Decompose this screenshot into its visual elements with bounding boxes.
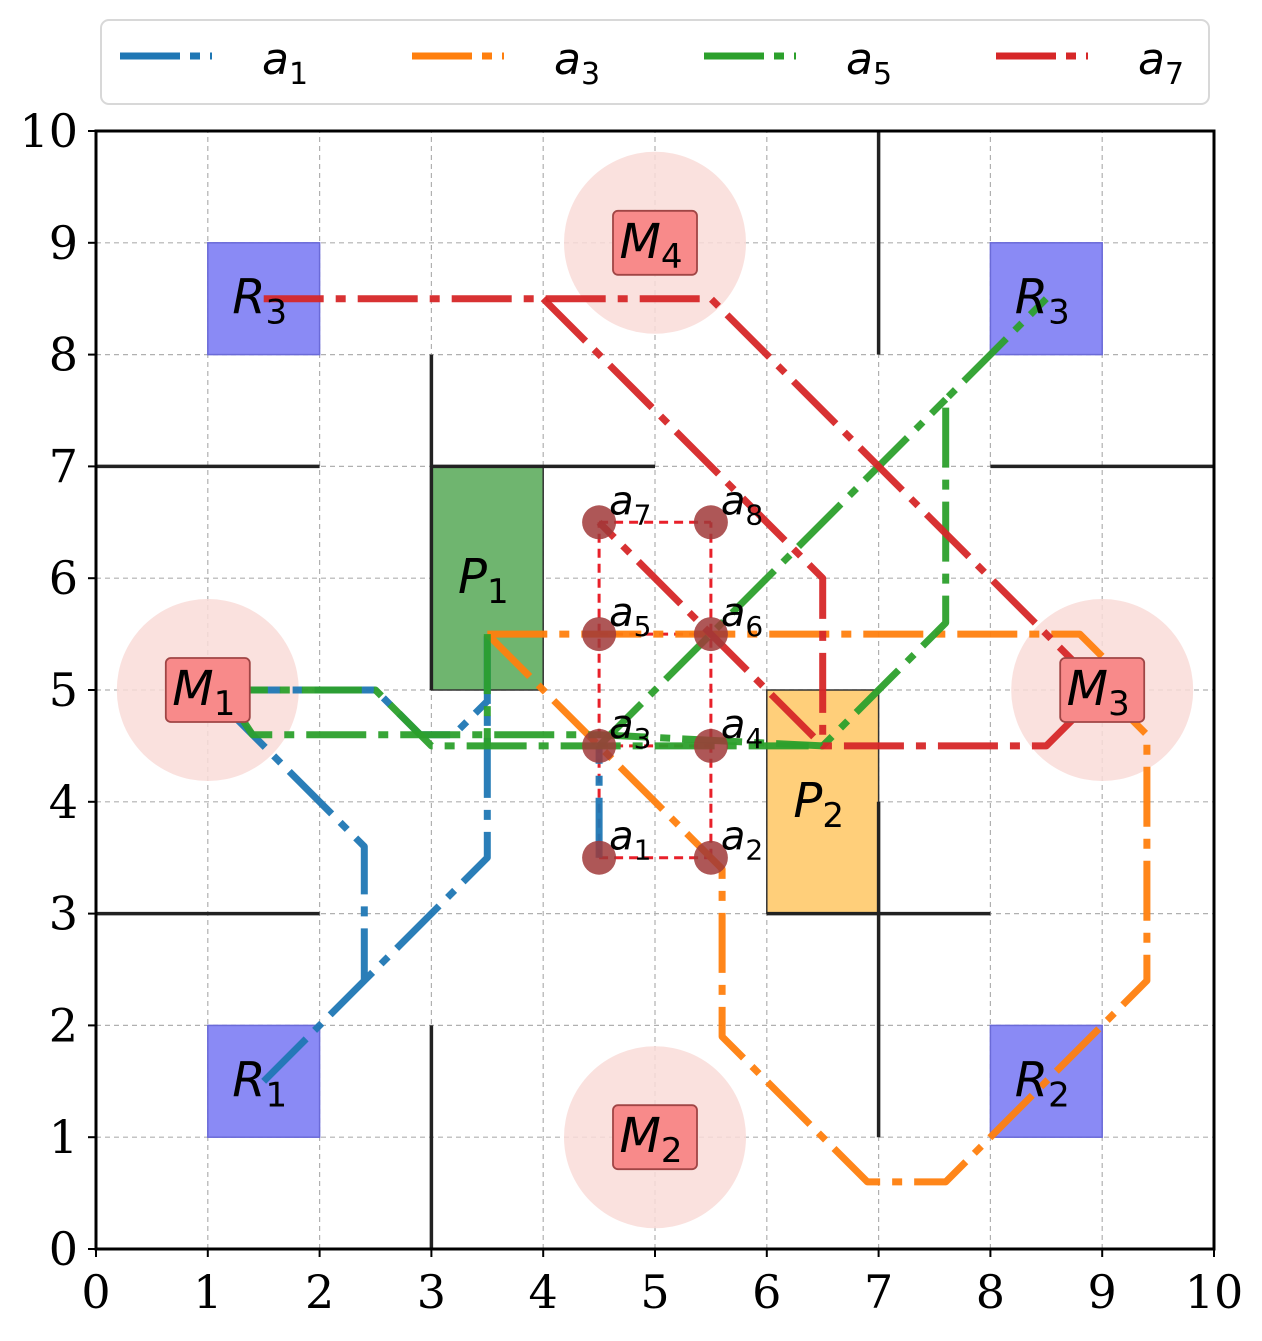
y-tick-label: 6 xyxy=(49,551,78,605)
y-tick-label: 4 xyxy=(49,775,78,829)
agent-path xyxy=(540,296,827,735)
agent-path xyxy=(207,686,823,750)
machine-label: M3 xyxy=(1067,661,1130,724)
y-tick-label: 5 xyxy=(49,663,78,717)
x-tick-label: 6 xyxy=(752,1265,781,1319)
plot-area: a1 a2 a3 a4 a5 a6 a7 a8 M1 M2 M3 M4 R1 R2 R3 R3 P1 P2 0 1 2… xyxy=(19,104,1243,1319)
station-label: P2 xyxy=(793,773,844,836)
x-tick-label: 2 xyxy=(305,1265,334,1319)
object-labels: a1 a2 a3 a4 a5 a6 a7 a8 M1 M2 M3 M4 R1 R2 R3 R3 P1 P2 xyxy=(164,209,1146,1171)
axis-ticks: 0 1 2 3 4 5 6 7 8 9 10 0 1 2 3 4 5 6 7 8 9 10 xyxy=(19,104,1243,1319)
legend-label: a3 xyxy=(554,34,600,92)
legend-box xyxy=(100,19,1210,105)
legend-label: a5 xyxy=(846,34,892,92)
x-tick-label: 7 xyxy=(864,1265,893,1319)
agent-marker xyxy=(582,505,617,540)
y-tick-label: 10 xyxy=(19,104,78,158)
x-tick-label: 5 xyxy=(640,1265,669,1319)
x-tick-label: 1 xyxy=(193,1265,222,1319)
agents xyxy=(582,505,728,875)
robot-label: R3 xyxy=(232,270,287,333)
x-tick-label: 0 xyxy=(81,1265,110,1319)
machine-label: M4 xyxy=(619,214,682,277)
legend-label: a1 xyxy=(262,34,308,92)
y-tick-label: 0 xyxy=(49,1222,78,1276)
legend-label: a7 xyxy=(1138,34,1184,92)
y-tick-label: 9 xyxy=(49,216,78,270)
agent-label: a3 xyxy=(609,702,651,755)
agent-label: a8 xyxy=(721,478,763,531)
x-tick-label: 3 xyxy=(417,1265,446,1319)
legend-entry: a1 xyxy=(120,34,308,92)
agent-marker xyxy=(693,505,728,540)
robot-label: R2 xyxy=(1015,1052,1070,1115)
agent-label: a6 xyxy=(721,590,763,643)
walls xyxy=(96,131,1214,1249)
machine-box xyxy=(612,209,698,276)
x-tick-label: 9 xyxy=(1088,1265,1117,1319)
machine-label: M1 xyxy=(172,661,235,724)
machine-box xyxy=(1059,657,1146,723)
agent-path xyxy=(596,396,949,749)
agent-marker xyxy=(582,840,617,875)
machine-label: M2 xyxy=(619,1108,682,1171)
agent-label: a4 xyxy=(721,702,763,755)
y-tick-label: 1 xyxy=(49,1110,78,1164)
y-tick-label: 3 xyxy=(49,887,78,941)
machine-box xyxy=(164,657,251,723)
agent-label: a2 xyxy=(721,814,763,867)
legend-entry: a3 xyxy=(412,34,600,92)
agent-marker xyxy=(582,728,617,763)
x-tick-label: 4 xyxy=(529,1265,558,1319)
robot-label: R3 xyxy=(1015,270,1070,333)
y-tick-label: 8 xyxy=(49,328,78,382)
agent-marker xyxy=(693,728,728,763)
agent-label: a5 xyxy=(609,590,651,643)
legend-entry: a5 xyxy=(704,34,892,92)
y-tick-label: 2 xyxy=(49,998,78,1052)
legend: a1 a3 a5 a7 xyxy=(100,19,1210,105)
x-tick-label: 10 xyxy=(1185,1265,1244,1319)
agent-label: a1 xyxy=(609,814,651,867)
robot-label: R1 xyxy=(232,1052,287,1115)
agent-path xyxy=(487,630,1105,659)
machine-box xyxy=(612,1104,698,1171)
station-label: P1 xyxy=(458,549,509,612)
x-tick-label: 8 xyxy=(976,1265,1005,1319)
y-tick-label: 7 xyxy=(49,439,78,493)
legend-entry: a7 xyxy=(996,34,1184,92)
agent-label: a7 xyxy=(609,478,651,531)
agent-marker xyxy=(582,617,617,652)
agent-marker xyxy=(693,840,728,875)
agent-marker xyxy=(693,617,728,652)
